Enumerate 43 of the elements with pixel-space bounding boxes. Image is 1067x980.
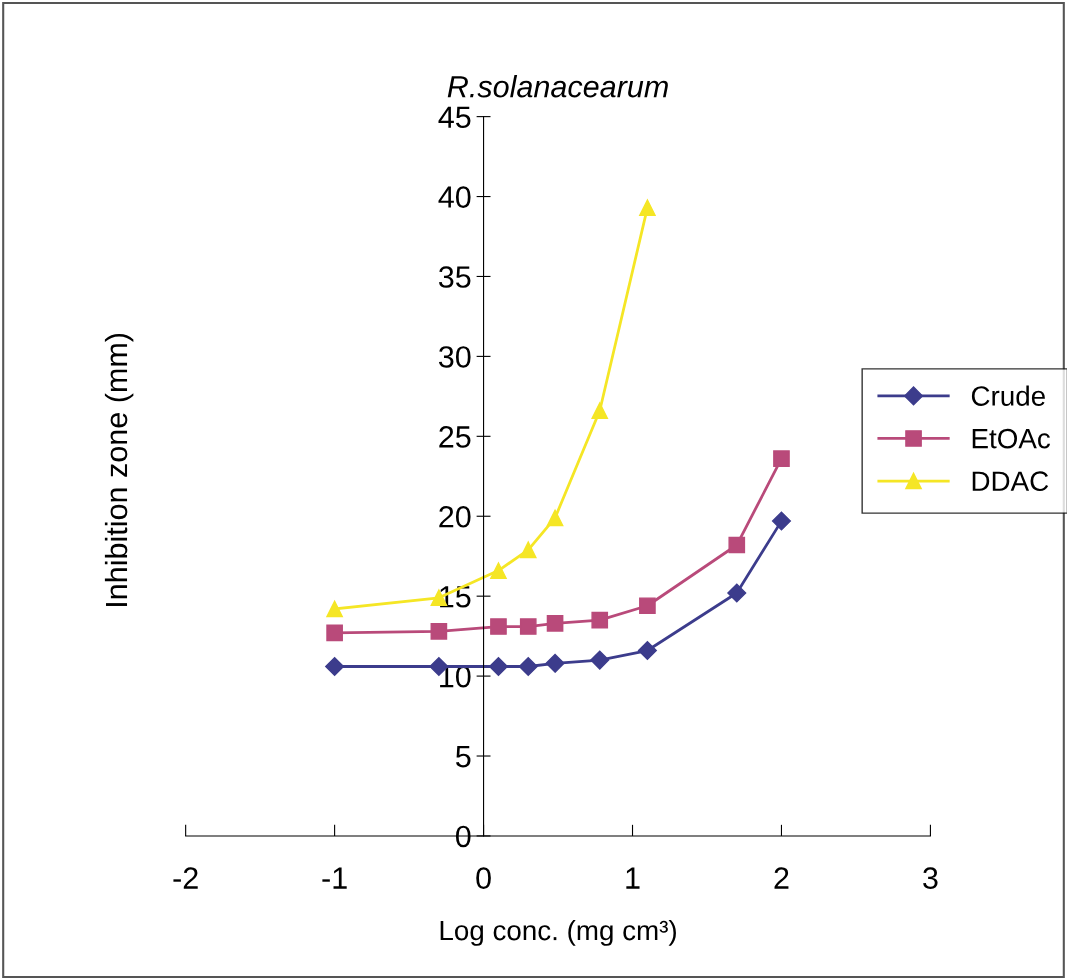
point — [519, 541, 537, 559]
point — [490, 562, 507, 579]
x-tick-label: 0 — [476, 867, 491, 889]
x-tick-label: 1 — [626, 867, 640, 889]
y-tick-label: 40 — [438, 186, 471, 208]
point — [771, 511, 792, 531]
point — [546, 615, 564, 632]
point — [728, 536, 746, 554]
y-tick-label: 30 — [438, 346, 471, 368]
point — [639, 199, 656, 217]
y-tick-label: 25 — [439, 426, 471, 448]
x-tick-label: -1 — [322, 867, 347, 889]
point — [430, 622, 448, 640]
y-tick-label: 0 — [455, 825, 471, 848]
y-tick-label: 35 — [438, 266, 471, 288]
point — [546, 509, 564, 527]
legend-label: DDAC — [972, 471, 1049, 492]
point — [490, 618, 507, 635]
point — [591, 402, 609, 420]
point — [773, 450, 790, 468]
chart-title: R.solanacearum — [447, 75, 668, 98]
point — [545, 653, 565, 673]
point — [590, 650, 610, 670]
point — [488, 656, 508, 677]
y-axis-title: Inhibition zone (mm) — [104, 333, 134, 606]
point — [326, 600, 343, 618]
y-tick-label: 20 — [439, 505, 471, 528]
point — [727, 583, 747, 603]
point — [326, 624, 343, 642]
point — [591, 611, 609, 629]
x-axis-title: Log conc. (mg cm³) — [440, 919, 676, 946]
x-tick-label: 2 — [774, 867, 789, 889]
point — [325, 656, 345, 677]
legend-label: Crude — [971, 385, 1045, 406]
point — [637, 640, 657, 661]
y-tick-label: 45 — [438, 106, 471, 128]
legend-label: EtOAc — [972, 428, 1051, 449]
point — [519, 618, 537, 635]
x-tick-label: 3 — [923, 867, 938, 889]
point — [639, 597, 656, 615]
x-tick-label: -2 — [173, 867, 198, 889]
y-tick-label: 5 — [455, 746, 471, 768]
point — [518, 656, 538, 677]
